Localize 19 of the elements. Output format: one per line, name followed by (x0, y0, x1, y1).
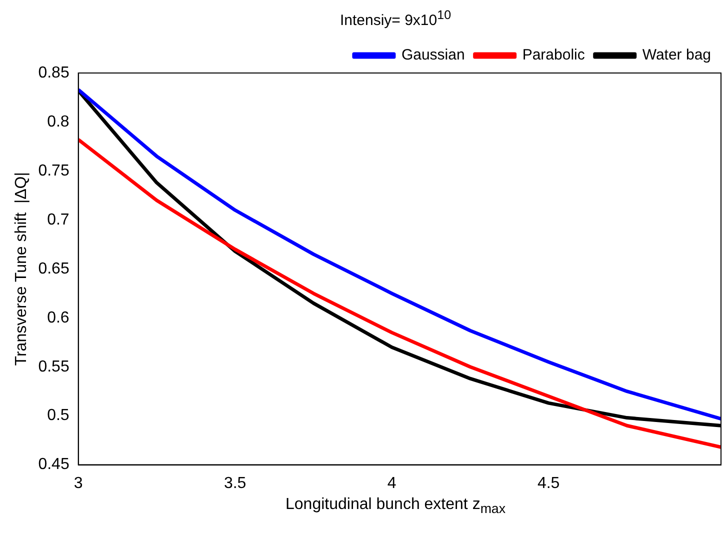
y-tick-label: 0.85 (38, 64, 70, 82)
x-tick-label: 3.5 (224, 474, 246, 492)
y-tick-label: 0.75 (38, 162, 70, 180)
y-tick-label: 0.45 (38, 456, 70, 474)
y-tick-label: 0.7 (47, 211, 70, 228)
x-axis-title: Longitudinal bunch extent z$_{max}$ (284, 496, 506, 516)
x-tick-label: 4 (387, 474, 396, 492)
y-tick-label: 0.65 (38, 260, 70, 278)
y-tick-label: 0.6 (47, 309, 70, 326)
legend-label: Water bag (642, 46, 712, 64)
y-tick-label: 0.5 (47, 407, 70, 424)
legend-label: Gaussian (401, 46, 465, 64)
chart-title: Intensiy= 9x10$^{10}$ (338, 8, 452, 31)
legend-label: Parabolic (522, 46, 586, 64)
x-tick-label: 4.5 (537, 474, 560, 492)
y-tick-label: 0.55 (38, 358, 70, 376)
y-tick-label: 0.8 (47, 113, 70, 130)
x-tick-label: 3 (74, 474, 83, 492)
y-axis-title: Transverse Tune shift |ΔQ| (13, 172, 30, 366)
